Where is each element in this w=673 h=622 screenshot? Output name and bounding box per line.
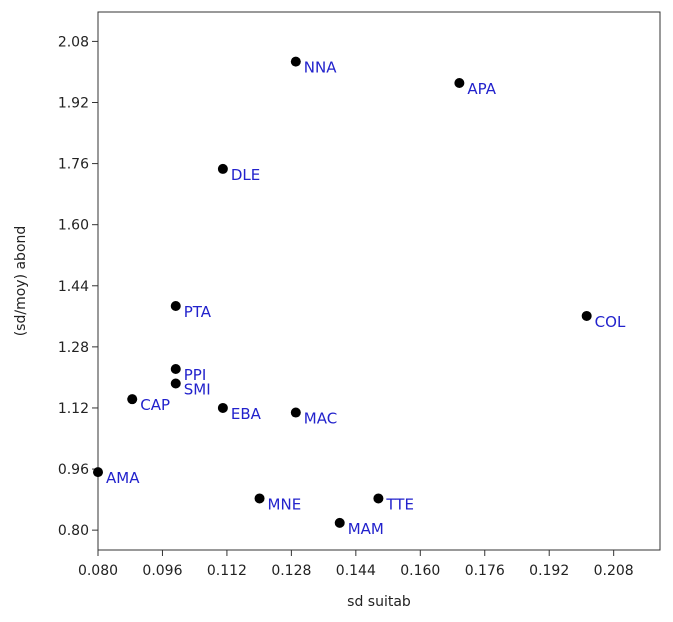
y-tick-label: 0.80: [58, 523, 89, 539]
x-axis-title: sd suitab: [347, 594, 411, 610]
data-point-eba: [217, 402, 228, 413]
x-tick-label: 0.096: [142, 563, 182, 579]
x-tick-label: 0.128: [271, 563, 311, 579]
point-label-ppi: PPI: [184, 366, 207, 384]
y-tick-label: 1.76: [58, 157, 89, 173]
data-point-tte: [373, 493, 384, 504]
x-tick-label: 0.144: [336, 563, 376, 579]
x-tick-label: 0.080: [78, 563, 118, 579]
data-point-ama: [93, 467, 103, 478]
point-label-nna: NNA: [304, 59, 337, 77]
data-point-dle: [217, 163, 228, 174]
x-tick-label: 0.208: [594, 563, 634, 579]
data-point-ppi: [170, 364, 181, 375]
point-label-dle: DLE: [231, 166, 260, 184]
point-label-smi: SMI: [184, 381, 211, 399]
data-point-mam: [334, 517, 345, 528]
point-label-mam: MAM: [348, 520, 384, 538]
point-label-pta: PTA: [184, 303, 212, 321]
point-label-mac: MAC: [304, 410, 337, 428]
point-label-eba: EBA: [231, 405, 262, 423]
point-label-tte: TTE: [385, 495, 414, 513]
x-axis: 0.080 0.096 0.112 0.128 0.144 0.160 0.176 0.192…: [78, 550, 634, 579]
point-label-ama: AMA: [106, 469, 140, 487]
data-point-mne: [254, 493, 265, 504]
y-tick-label: 1.12: [58, 401, 89, 417]
point-label-cap: CAP: [140, 396, 170, 414]
data-point-smi: [170, 378, 181, 389]
point-label-mne: MNE: [268, 495, 302, 513]
y-tick-label: 0.96: [58, 462, 89, 478]
x-tick-label: 0.192: [529, 563, 569, 579]
point-label-apa: APA: [467, 80, 496, 98]
data-point-mac: [290, 407, 301, 418]
data-point-pta: [170, 301, 181, 312]
y-axis: 0.80 0.96 1.12 1.28 1.44 1.60 1.76 1.92 2.08: [58, 34, 98, 539]
y-tick-label: 1.60: [58, 218, 89, 234]
point-label-col: COL: [595, 313, 626, 331]
y-axis-title: (sd/moy) abond: [13, 226, 29, 337]
data-point-apa: [454, 78, 465, 89]
data-point-nna: [290, 56, 301, 67]
x-tick-label: 0.160: [400, 563, 440, 579]
plot-area: [97, 11, 661, 551]
y-tick-label: 1.28: [58, 340, 89, 356]
y-tick-label: 1.44: [58, 279, 89, 295]
x-tick-label: 0.112: [207, 563, 247, 579]
y-tick-label: 1.92: [58, 95, 89, 111]
data-point-cap: [127, 394, 138, 405]
y-tick-label: 2.08: [58, 34, 89, 50]
data-point-col: [581, 310, 592, 321]
x-tick-label: 0.176: [465, 563, 505, 579]
